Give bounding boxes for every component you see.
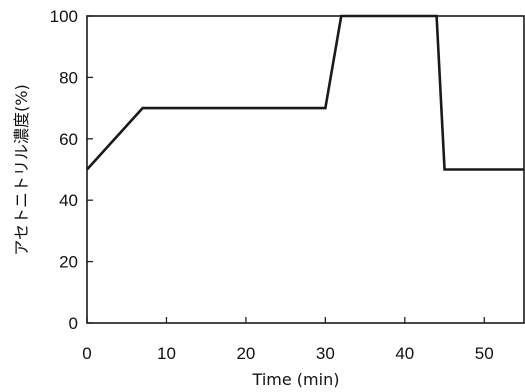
x-tick-label: 50 (475, 344, 494, 363)
series-layer (86, 14, 524, 171)
y-tick-label: 60 (59, 130, 78, 149)
y-tick-label: 100 (50, 7, 78, 26)
x-axis-title: Time (min) (252, 370, 340, 389)
labels-layer: Time (min) アセトニトリル濃度(%) (12, 84, 339, 389)
x-tick-label: 20 (236, 344, 255, 363)
y-tick-label: 80 (59, 68, 78, 87)
x-tick-label: 40 (395, 344, 414, 363)
frame-layer (86, 15, 525, 324)
y-tick-label: 0 (69, 314, 78, 333)
x-tick-label: 0 (82, 344, 91, 363)
x-tick-label: 30 (316, 344, 335, 363)
ticks-layer: 0 20 40 60 80 100 0 10 20 30 40 50 (50, 7, 494, 363)
plot-frame (86, 15, 525, 324)
series-line-1 (86, 14, 524, 171)
y-tick-label: 20 (59, 253, 78, 272)
x-tick-label: 10 (157, 344, 176, 363)
y-tick-label: 40 (59, 191, 78, 210)
y-axis-title: アセトニトリル濃度(%) (12, 84, 31, 255)
